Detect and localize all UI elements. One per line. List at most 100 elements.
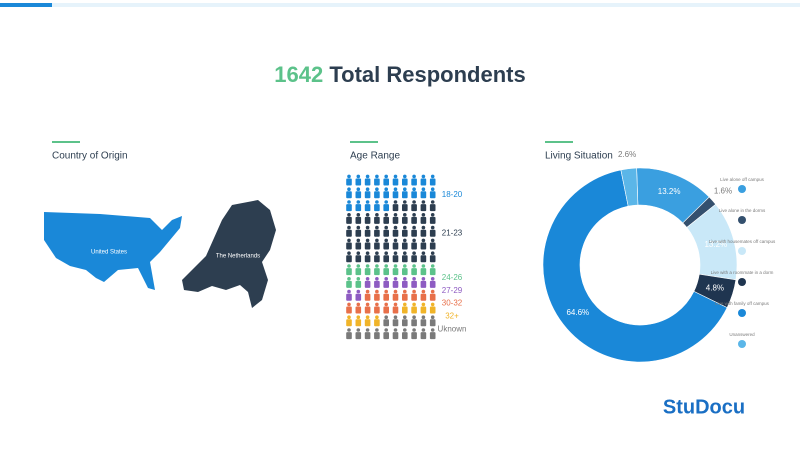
person-head (403, 251, 407, 255)
person-body (355, 191, 362, 199)
person-body (346, 191, 352, 199)
person-body (355, 306, 362, 314)
person-body (383, 306, 389, 314)
person-head (375, 328, 379, 332)
person-body (411, 216, 417, 224)
person-body (420, 216, 427, 224)
person-head (421, 200, 426, 204)
person-head (375, 302, 379, 307)
person-head (375, 200, 379, 204)
person-body (402, 268, 408, 276)
person-head (412, 187, 416, 191)
person-body (411, 319, 417, 327)
person-body (392, 332, 399, 340)
person-head (393, 251, 398, 255)
person-head (347, 251, 351, 255)
person-body (411, 178, 417, 186)
person-body (374, 332, 380, 340)
person-head (412, 251, 416, 255)
person-head (384, 213, 389, 217)
person-body (346, 255, 352, 263)
person-head (393, 187, 398, 191)
person-head (375, 289, 379, 294)
value-label: 13.2% (658, 187, 681, 196)
person-body (374, 319, 380, 327)
person-body (429, 306, 436, 314)
person-body (429, 332, 436, 340)
person-head (403, 328, 407, 332)
person-body (383, 319, 389, 327)
person-body (392, 178, 399, 186)
person-head (403, 200, 407, 204)
person-head (375, 315, 379, 320)
person-head (356, 277, 361, 281)
person-head (403, 289, 407, 294)
person-head (393, 277, 398, 281)
person-head (356, 200, 361, 204)
person-body (392, 204, 399, 212)
person-head (365, 225, 370, 230)
person-body (429, 229, 436, 237)
person-head (430, 213, 435, 217)
person-body (402, 191, 408, 199)
person-head (384, 315, 389, 320)
person-body (346, 306, 352, 314)
person-head (421, 264, 426, 268)
value-label: 64.6% (566, 308, 589, 317)
person-head (365, 289, 370, 294)
person-head (393, 225, 398, 230)
person-head (356, 251, 361, 255)
top-bar-accent (0, 3, 52, 7)
legend-swatch (738, 278, 746, 286)
icon-group (346, 289, 436, 314)
person-body (420, 319, 427, 327)
person-body (355, 255, 362, 263)
person-body (429, 319, 436, 327)
icon-group (346, 174, 436, 212)
person-head (403, 264, 407, 268)
person-head (375, 277, 379, 281)
legend-label: Live with housemates off campus (709, 239, 776, 244)
person-body (429, 268, 436, 276)
person-body (392, 255, 399, 263)
person-head (356, 187, 361, 191)
person-body (402, 332, 408, 340)
person-head (412, 289, 416, 294)
person-head (430, 225, 435, 230)
person-head (412, 328, 416, 332)
icon-group (346, 264, 436, 288)
person-body (402, 280, 408, 288)
person-head (356, 302, 361, 307)
legend-label: Unanswered (729, 332, 755, 337)
nl-map (182, 200, 276, 308)
donut-slice (542, 169, 728, 363)
person-head (347, 315, 351, 320)
legend-label: Live alone in the dorms (719, 208, 766, 213)
person-head (375, 264, 379, 268)
person-body (346, 280, 352, 288)
person-body (364, 204, 371, 212)
legend-swatch (738, 185, 746, 193)
person-body (355, 268, 362, 276)
legend-swatch (738, 247, 746, 255)
title-count: 1642 (274, 62, 323, 87)
person-head (365, 302, 370, 307)
person-body (429, 255, 436, 263)
person-head (356, 225, 361, 230)
person-head (430, 302, 435, 307)
person-head (393, 302, 398, 307)
person-head (412, 302, 416, 307)
person-body (374, 191, 380, 199)
person-head (356, 328, 361, 332)
person-body (411, 280, 417, 288)
person-body (383, 178, 389, 186)
person-head (347, 187, 351, 191)
person-body (364, 332, 371, 340)
person-body (392, 319, 399, 327)
us-map (44, 212, 182, 290)
person-body (429, 280, 436, 288)
person-body (364, 191, 371, 199)
person-body (374, 255, 380, 263)
person-head (403, 187, 407, 191)
legend-swatch (738, 340, 746, 348)
